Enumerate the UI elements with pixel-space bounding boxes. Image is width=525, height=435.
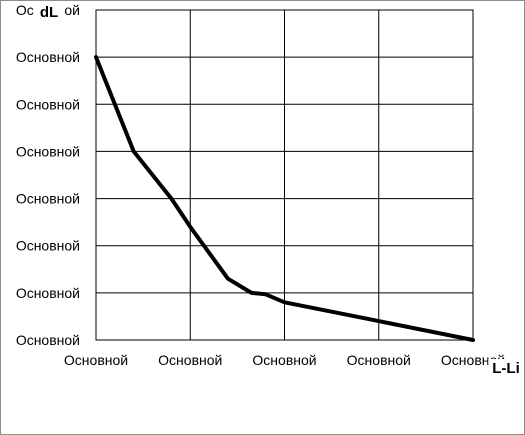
x-tick-label: Основной <box>252 352 316 368</box>
x-axis-title-background <box>488 359 524 378</box>
plot-area-border <box>95 9 474 341</box>
y-tick-label: Основной <box>16 143 80 159</box>
x-axis-tick-labels: Основной Основной Основной Основной Основной <box>64 352 505 368</box>
y-tick-label: Основной <box>16 191 80 207</box>
y-tick-label: Основной <box>16 332 80 348</box>
series-line <box>94 55 475 342</box>
x-axis-title: L-Li <box>492 360 520 377</box>
y-axis-tick-labels: Основной Основной Основной Основной Основной… <box>16 2 80 348</box>
y-tick-label: Основной <box>16 96 80 112</box>
y-tick-label: Основной <box>16 49 80 65</box>
x-tick-label: Основной <box>347 352 411 368</box>
y-tick-label: Основной <box>16 285 80 301</box>
x-tick-label: Основной <box>64 352 128 368</box>
x-tick-label: Основной <box>158 352 222 368</box>
y-axis-title: dL <box>40 4 58 21</box>
y-tick-label: Основной <box>16 238 80 254</box>
series-layer <box>94 55 475 342</box>
y-axis-title-background <box>33 3 65 22</box>
